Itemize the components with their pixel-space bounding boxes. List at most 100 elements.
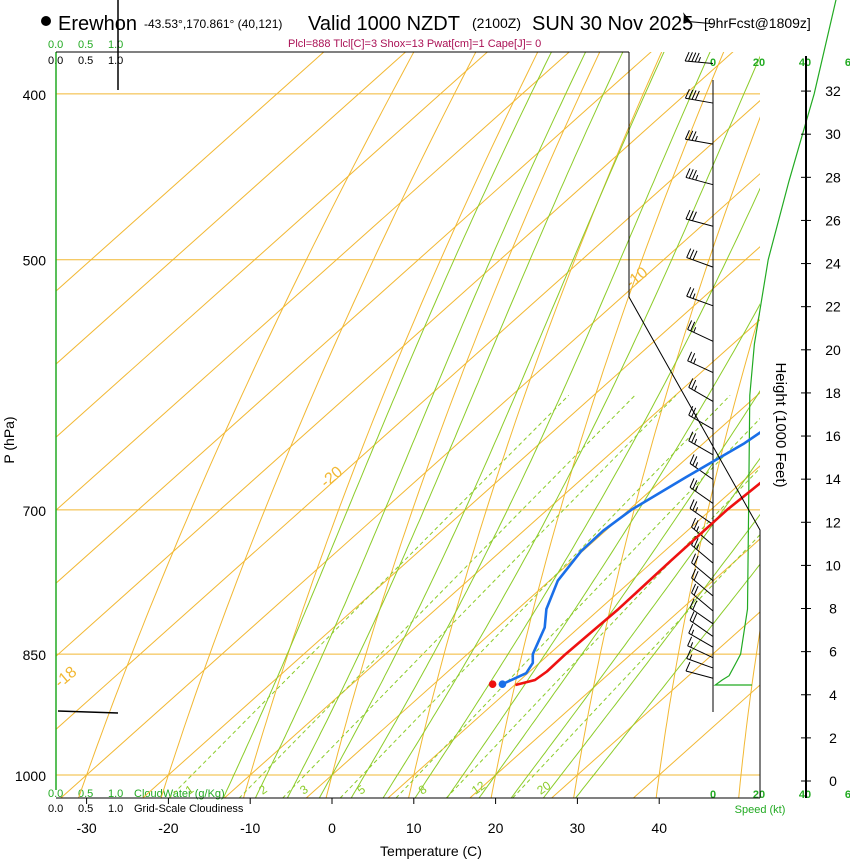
wind-barb-28 — [689, 598, 714, 625]
wind-barb-staff-15 — [687, 329, 714, 342]
moist-adiabat-4 — [350, 52, 711, 798]
moist-adiabat--8 — [254, 52, 587, 798]
speed-top-label-60: 60 — [845, 57, 850, 69]
wind-barb-tick-25 — [691, 553, 697, 563]
bottom-cloud-black-2: 1.0 — [108, 803, 123, 815]
wind-barb-tick-9 — [694, 90, 700, 101]
wind-barb-tick-26 — [693, 570, 699, 581]
wind-barb-tick-11 — [691, 169, 697, 180]
wind-barb-half-14 — [692, 293, 696, 299]
sounding-series — [488, 431, 760, 688]
wind-barb-tick-9 — [691, 90, 697, 100]
lcl-marker — [488, 680, 497, 688]
mixing-ratio-label-2: 2 — [256, 782, 270, 797]
wind-barb-tick-17 — [691, 379, 697, 390]
wind-barb-tick-33 — [685, 661, 691, 672]
wind-barb-tick-27 — [691, 583, 697, 594]
bottom-cloudwater-scale: 0.0 0.5 1.0 CloudWater (g/Kg) — [48, 788, 225, 800]
mixing-ratio-label-8: 8 — [416, 782, 430, 797]
wind-barb-tick-15 — [687, 320, 693, 330]
wind-barb-staff-14 — [686, 295, 714, 307]
wind-barb-tick-13 — [689, 249, 695, 259]
wind-barb-33 — [685, 661, 714, 679]
wind-barb-staff-28 — [689, 607, 714, 625]
forecast-run: [9hrFcst@1809z] — [704, 15, 811, 31]
speed-axis-title: Speed (kt) — [735, 804, 786, 816]
wind-barb-half-31 — [690, 642, 694, 648]
wind-barb-17 — [688, 378, 714, 402]
station-name: Erewhon — [58, 13, 137, 35]
wind-barb-staff-16 — [687, 360, 714, 374]
bottom-cloud-green-1: 0.5 — [78, 788, 93, 800]
top-cloudiness-scale: 0.0 0.5 1.0 — [48, 55, 123, 67]
mixing-ratio-label-12: 12 — [469, 778, 488, 797]
wind-barb-tick-13 — [686, 248, 692, 258]
wind-barb-20 — [689, 454, 714, 480]
grid-labels: 1235812200102030100-10-20-18 — [52, 264, 652, 797]
bottom-cloud-green-2: 1.0 — [108, 788, 123, 800]
wind-barb-32 — [686, 649, 714, 669]
wind-barb-staff-33 — [685, 670, 714, 679]
wind-barb-tick-14 — [689, 288, 695, 298]
wind-barb-tick-22 — [689, 499, 695, 509]
wind-barb-21 — [689, 478, 714, 504]
wind-barb-half-23 — [696, 526, 700, 532]
wind-barb-half-10 — [694, 135, 698, 142]
wind-barb-tick-21 — [689, 478, 695, 488]
wind-barb-tick-8 — [694, 52, 700, 63]
wind-barb-12 — [685, 209, 714, 227]
wind-barb-29 — [689, 611, 714, 637]
wind-barb-19 — [688, 431, 714, 456]
wind-barb-tick-10 — [684, 130, 690, 140]
wind-barb-tick-16 — [690, 352, 696, 363]
wind-barb-tick-9 — [684, 88, 690, 99]
dry-adiabat-20 — [490, 52, 725, 798]
wind-barb-31 — [687, 636, 714, 659]
wind-barb-tick-8 — [687, 52, 693, 62]
height-tick-label-10: 10 — [825, 557, 841, 573]
height-tick-label-8: 8 — [829, 601, 837, 617]
wind-barb-tick-12 — [688, 210, 694, 221]
height-tick-label-20: 20 — [825, 342, 841, 358]
wind-barb-staff-17 — [688, 386, 714, 402]
x-tick-label-0: 0 — [328, 820, 336, 836]
mixing-ratio-1 — [168, 394, 570, 798]
wind-barb-tick-28 — [692, 600, 698, 610]
wind-barb-staff-22 — [689, 508, 714, 525]
wind-barb-tick-9 — [688, 89, 694, 99]
moist-adiabat--4 — [286, 52, 624, 798]
wind-barb-tick-17 — [688, 378, 694, 388]
isotherm--80 — [56, 52, 489, 438]
isotherm--70 — [56, 52, 570, 511]
x-tick-label--10: -10 — [240, 820, 260, 836]
wind-barb-22 — [689, 499, 714, 525]
wind-barb-tick-13 — [692, 250, 698, 261]
wind-barb-10 — [684, 130, 714, 145]
isotherm-10 — [387, 465, 760, 798]
wind-barb-8 — [684, 51, 714, 64]
wind-barb-tick-19 — [691, 433, 697, 443]
wind-barb-flag-7 — [683, 12, 692, 22]
wind-barb-23 — [691, 517, 714, 546]
isotherm-30 — [550, 611, 760, 798]
wind-barb-15 — [687, 320, 714, 342]
mixing-ratio-label-20: 20 — [534, 778, 553, 797]
wind-barb-tick-8 — [691, 52, 697, 62]
x-tick-label-30: 30 — [570, 820, 586, 836]
height-tick-label-4: 4 — [829, 687, 837, 703]
plot-frame — [55, 51, 761, 799]
bottom-cloud-black-0: 0.0 — [48, 803, 63, 815]
x-axis-title: Temperature (C) — [380, 843, 482, 859]
dry-adiabat--20 — [160, 52, 477, 798]
dry-adiabat-0 — [325, 52, 601, 798]
wind-barb-tick-21 — [692, 480, 698, 490]
sounding-indices: Plcl=888 Tlcl[C]=3 Shox=13 Pwat[cm]=1 Ca… — [288, 38, 541, 50]
mixing-ratio-2 — [238, 394, 636, 798]
wind-barb-staff-26 — [691, 577, 714, 597]
wind-barb-26 — [691, 568, 714, 597]
wind-barb-tick-27 — [693, 585, 699, 596]
top-cloudwater-scale: 0.0 0.5 1.0 — [48, 39, 123, 51]
wind-barb-staff-19 — [688, 440, 714, 456]
wind-barb-staff-32 — [686, 658, 714, 669]
